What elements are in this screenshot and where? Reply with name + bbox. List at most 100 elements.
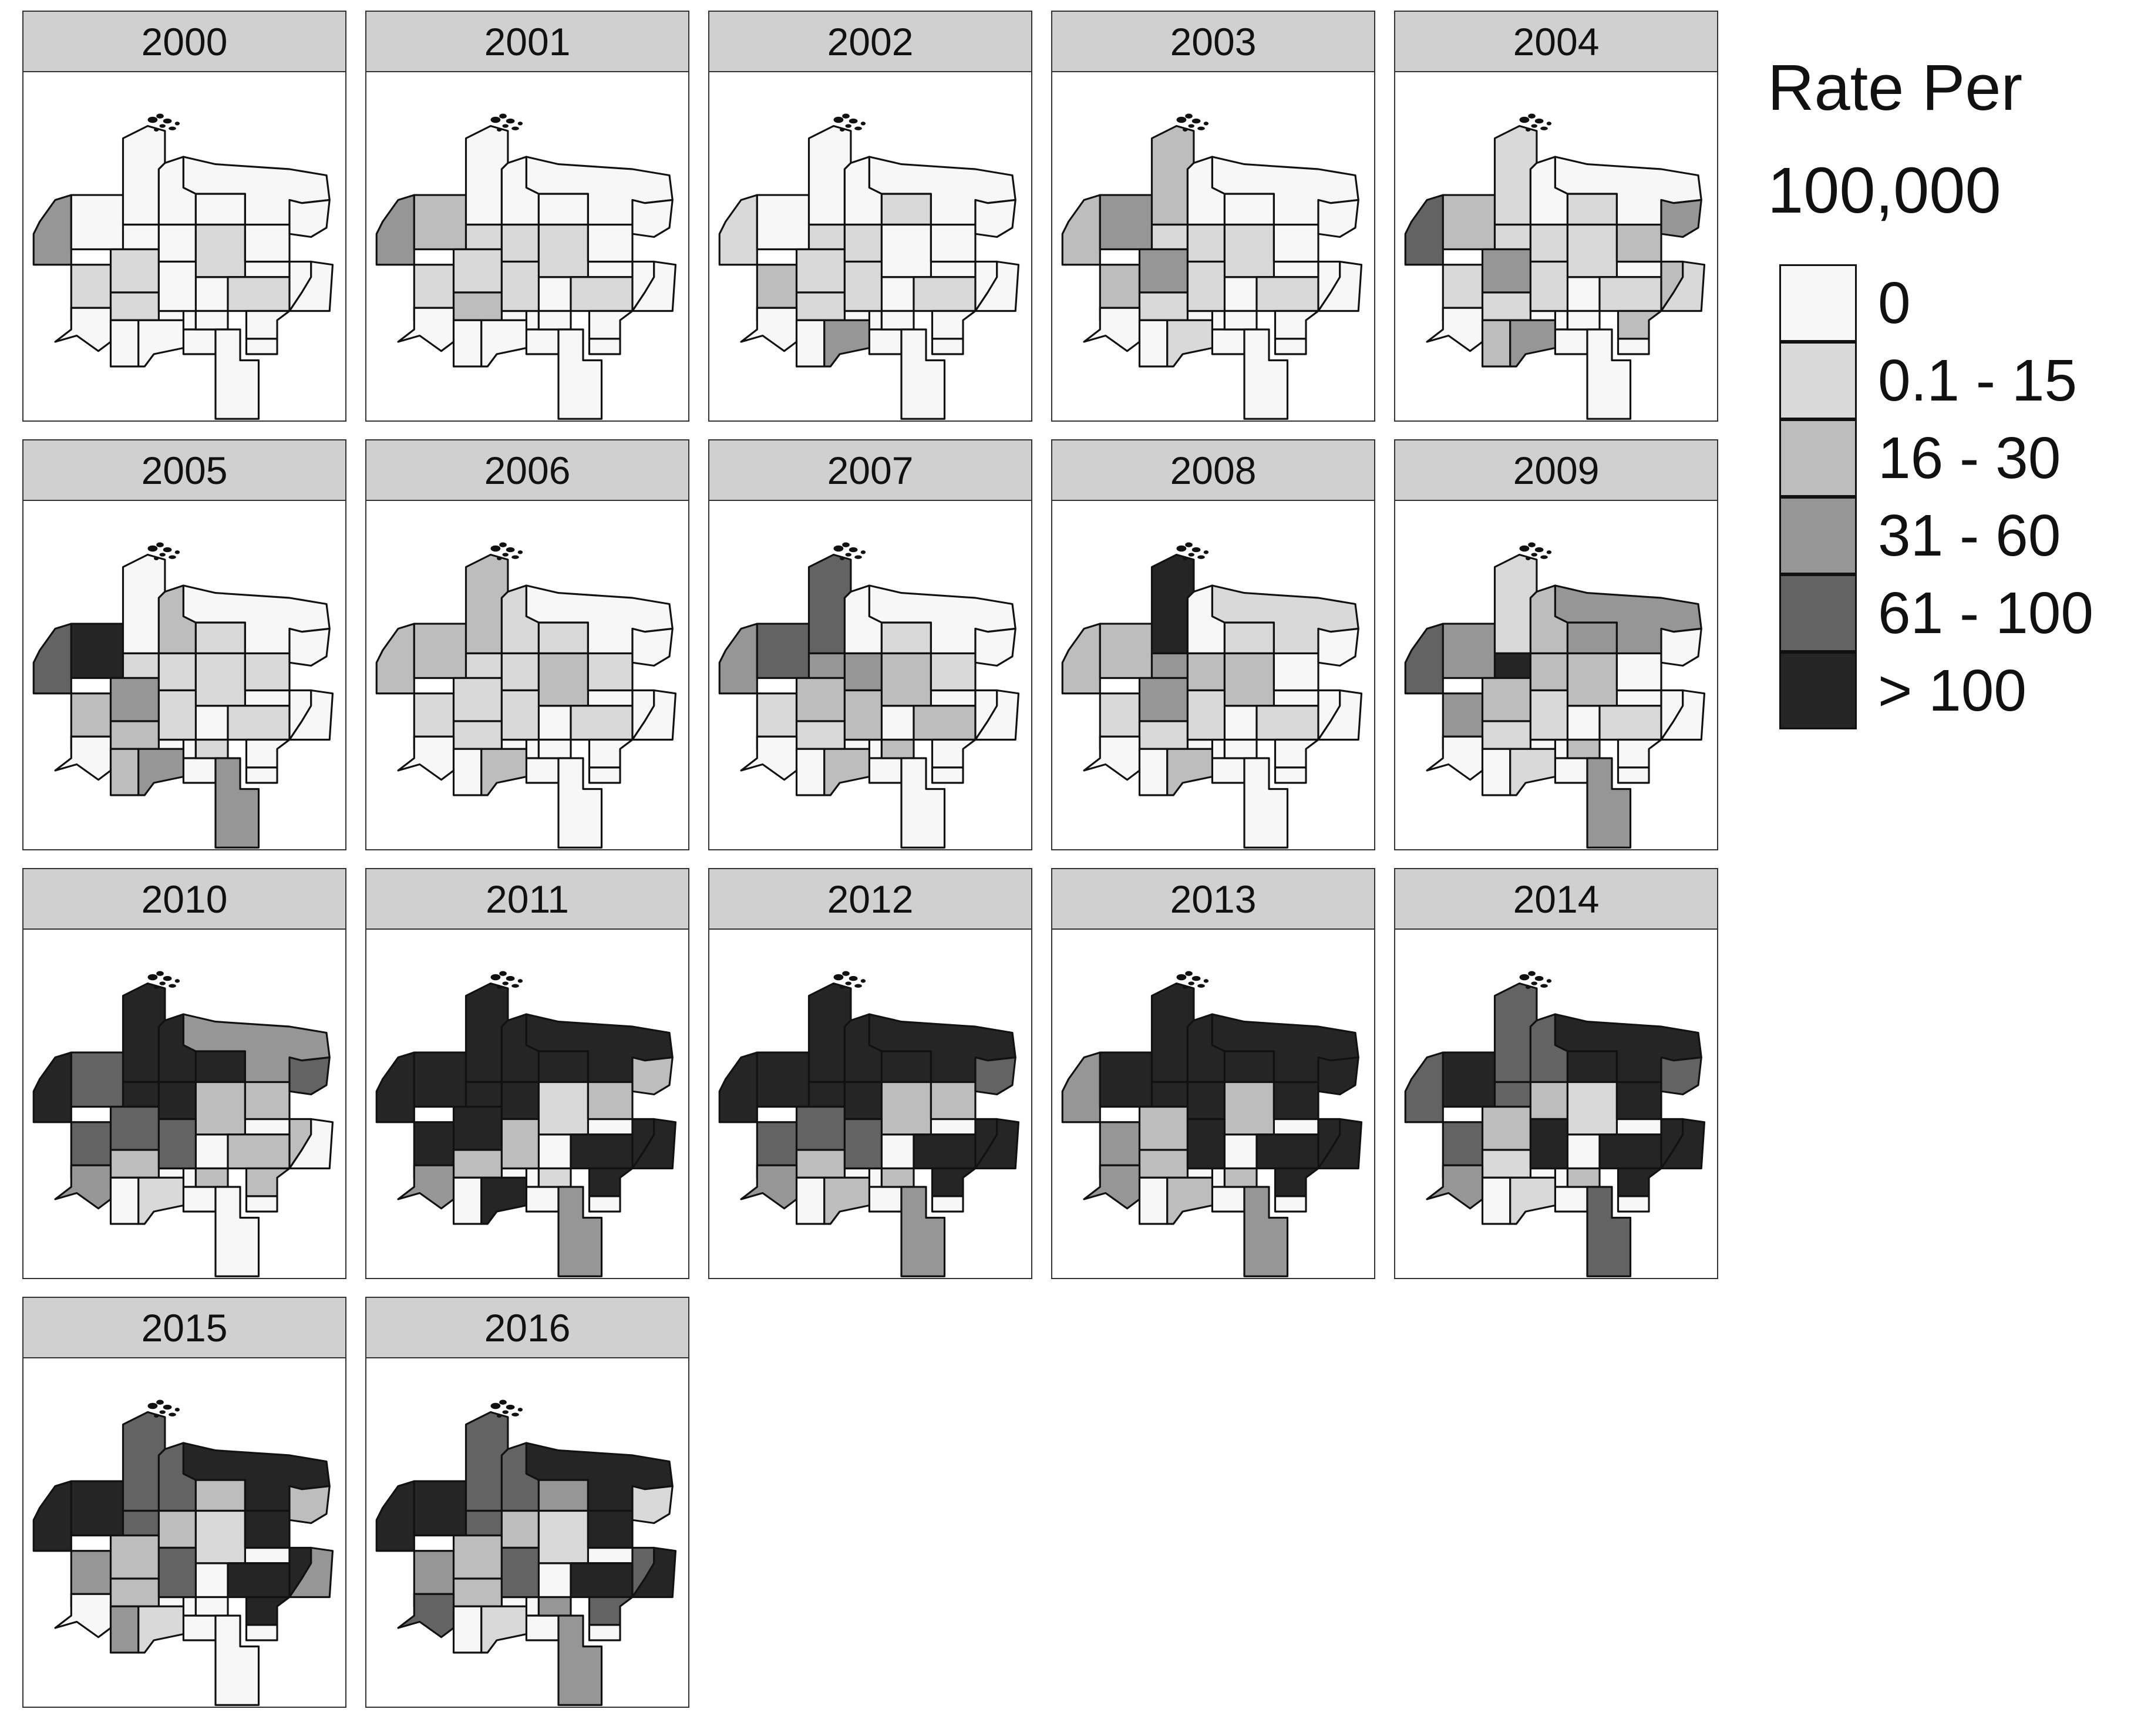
county-sx xyxy=(557,1186,603,1277)
county-unlabeled xyxy=(537,276,572,312)
legend-swatch xyxy=(1779,652,1857,729)
island xyxy=(497,127,502,132)
county-sw2 xyxy=(795,748,826,796)
county-unlabeled xyxy=(245,1195,278,1213)
county-c4 xyxy=(843,1118,883,1170)
legend-label: > 100 xyxy=(1878,657,2027,724)
county-unlabeled xyxy=(588,766,621,784)
county-nw xyxy=(32,194,72,266)
legend-label: 16 - 30 xyxy=(1878,425,2061,491)
island xyxy=(147,974,158,981)
county-c4 xyxy=(1529,1118,1568,1170)
legend-label: 0 xyxy=(1878,270,1911,336)
county-w1 xyxy=(413,1550,455,1595)
panel-year-label: 2011 xyxy=(365,868,689,930)
county-sw2 xyxy=(795,319,826,368)
island xyxy=(159,981,166,985)
legend: Rate Per 100,000 0 0.1 - 15 16 - 30 31 - 60… xyxy=(1768,56,2132,749)
county-nw xyxy=(718,623,758,695)
island xyxy=(502,1410,509,1414)
county-sw1 xyxy=(740,1164,798,1210)
island xyxy=(169,555,176,559)
island xyxy=(163,1404,172,1410)
county-n5 xyxy=(880,621,932,655)
county-unlabeled xyxy=(931,1195,964,1213)
island xyxy=(1183,556,1188,560)
county-unlabeled xyxy=(1274,766,1307,784)
islands xyxy=(833,542,866,560)
county-se2 xyxy=(1660,689,1706,741)
islands xyxy=(490,1399,523,1418)
county-c4 xyxy=(500,260,540,312)
island xyxy=(506,118,515,124)
county-se2 xyxy=(1317,260,1363,312)
panel-year-label: 2009 xyxy=(1394,439,1718,501)
island xyxy=(1540,984,1548,988)
county-n1 xyxy=(70,1480,124,1537)
county-w1 xyxy=(1442,692,1484,738)
county-c1 xyxy=(843,652,883,692)
county-se2 xyxy=(974,1118,1020,1170)
county-s1 xyxy=(1166,319,1213,368)
county-unlabeled xyxy=(1211,309,1226,331)
county-n1 xyxy=(1099,194,1153,251)
county-c3 xyxy=(795,1149,846,1179)
county-nw xyxy=(1061,194,1101,266)
county-unlabeled xyxy=(182,309,197,331)
panel-year-label: 2016 xyxy=(365,1297,689,1358)
county-c3 xyxy=(452,1577,503,1607)
county-se2 xyxy=(1317,1118,1363,1170)
county-n1 xyxy=(1099,1051,1153,1108)
island xyxy=(1531,553,1537,557)
county-sw2 xyxy=(1138,748,1169,796)
county-unlabeled xyxy=(194,1562,229,1599)
county-e2 xyxy=(1317,627,1359,667)
county-s3 xyxy=(227,276,291,312)
legend-label: 0.1 - 15 xyxy=(1878,347,2078,413)
county-nw xyxy=(32,623,72,695)
map-panel-2012: 2012 xyxy=(708,868,1032,1279)
county-sw2 xyxy=(1138,1176,1169,1225)
county-s3 xyxy=(227,1133,291,1170)
map-panel-2011: 2011 xyxy=(365,868,689,1279)
county-w2 xyxy=(109,248,160,294)
county-s3 xyxy=(1255,276,1319,312)
county-n5 xyxy=(537,621,589,655)
county-unlabeled xyxy=(245,766,278,784)
county-n4 xyxy=(122,223,160,251)
county-n5 xyxy=(194,621,246,655)
county-unlabeled xyxy=(245,338,278,355)
island xyxy=(854,555,862,559)
county-sw1 xyxy=(397,1164,455,1210)
island xyxy=(1526,985,1531,989)
county-c1 xyxy=(843,223,883,263)
county-map xyxy=(1061,971,1363,1277)
county-unlabeled xyxy=(245,1624,278,1641)
county-unlabeled xyxy=(1211,1167,1226,1188)
county-s2 xyxy=(537,1167,572,1188)
county-w2 xyxy=(1481,248,1531,294)
map-frame xyxy=(1051,928,1375,1279)
island xyxy=(490,116,501,123)
county-map xyxy=(32,113,334,420)
county-n5 xyxy=(194,193,246,226)
county-se2 xyxy=(631,689,677,741)
county-nw xyxy=(718,194,758,266)
island xyxy=(833,974,844,981)
county-sw2 xyxy=(109,1605,140,1654)
county-s2 xyxy=(537,1596,572,1617)
island xyxy=(854,984,862,988)
island xyxy=(163,975,172,981)
county-c1 xyxy=(500,1509,540,1549)
county-sw1 xyxy=(1426,307,1484,352)
map-frame xyxy=(708,500,1032,850)
map-frame xyxy=(1394,500,1718,850)
county-c3 xyxy=(452,720,503,750)
county-n4 xyxy=(1150,1081,1189,1108)
island xyxy=(169,1412,176,1417)
county-sw1 xyxy=(54,307,112,352)
county-map xyxy=(32,1399,334,1706)
panel-year-label: 2015 xyxy=(22,1297,346,1358)
legend-class-4: 61 - 100 xyxy=(1779,574,2132,652)
county-c4 xyxy=(1186,689,1226,741)
